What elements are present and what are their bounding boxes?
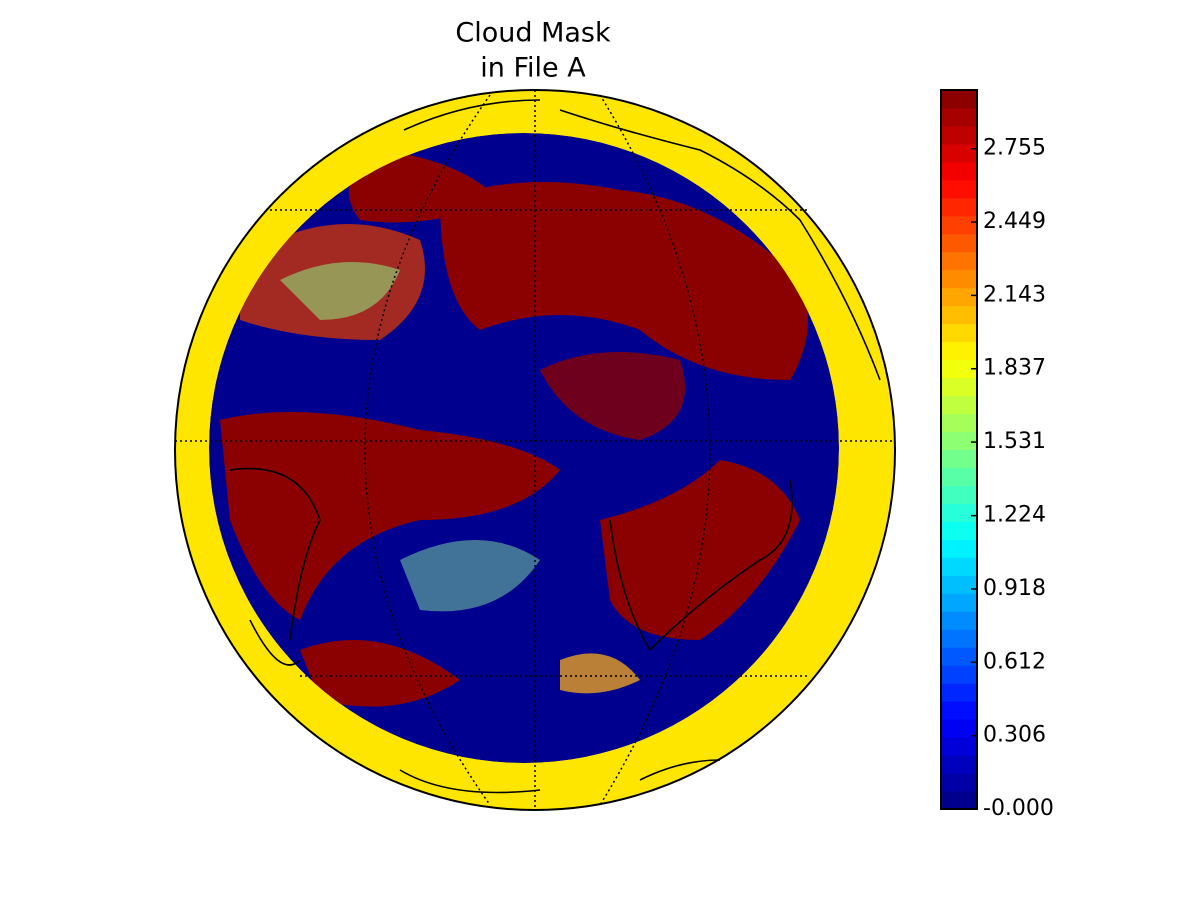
colorbar-band (941, 413, 977, 433)
colorbar-tick-label: 2.449 (983, 209, 1046, 234)
cloud-field (209, 133, 839, 763)
colorbar-band (941, 197, 977, 217)
colorbar-band (941, 449, 977, 468)
colorbar-tick-label: 2.755 (983, 136, 1046, 161)
colorbar-band (941, 323, 977, 343)
colorbar-band (941, 521, 977, 540)
colorbar-tick-label: -0.000 (983, 796, 1054, 821)
colorbar-band (941, 143, 977, 163)
colorbar-band (941, 503, 977, 522)
globe (174, 89, 896, 811)
colorbar-band (941, 179, 977, 199)
colorbar-band (941, 377, 977, 397)
colorbar-band (941, 233, 977, 253)
colorbar-band (941, 485, 977, 504)
colorbar-band (941, 287, 977, 307)
colorbar-band (941, 215, 977, 235)
title-line: Cloud Mask (455, 18, 611, 49)
colorbar-band (941, 665, 977, 684)
colorbar-band (941, 467, 977, 486)
colorbar-band (941, 791, 977, 810)
colorbar-band (941, 269, 977, 289)
colorbar-frame (940, 89, 978, 810)
title-line: in File A (480, 53, 586, 84)
colorbar-tick-label: 0.612 (983, 649, 1046, 674)
colorbar-band (941, 305, 977, 325)
colorbar-band (941, 647, 977, 666)
colorbar-band (941, 161, 977, 181)
colorbar-band (941, 539, 977, 558)
colorbar-band (941, 557, 977, 576)
colorbar-tick-label: 1.837 (983, 356, 1046, 381)
colorbar-band (941, 719, 977, 738)
colorbar-band (941, 107, 977, 127)
colorbar-band (941, 251, 977, 271)
colorbar-band (941, 575, 977, 594)
colorbar-band (941, 90, 977, 109)
colorbar-band (941, 737, 977, 756)
colorbar-band (941, 395, 977, 415)
colorbar-tick-label: 2.143 (983, 282, 1046, 307)
colorbar-band (941, 701, 977, 720)
colorbar-band (941, 611, 977, 630)
colorbar-tick-label: 1.531 (983, 429, 1046, 454)
colorbar-tick-label: 0.306 (983, 723, 1046, 748)
colorbar-band (941, 773, 977, 792)
colorbar-band (941, 341, 977, 361)
colorbar-band (941, 359, 977, 379)
colorbar-band (941, 125, 977, 145)
colorbar-band (941, 755, 977, 774)
colorbar-tick-label: 1.224 (983, 503, 1046, 528)
colorbar-tick-label: 0.918 (983, 576, 1046, 601)
colorbar-band (941, 593, 977, 612)
colorbar: -0.000 0.306 0.612 0.918 1.224 1.531 1.837 2.14… (940, 89, 1054, 821)
colorbar-band (941, 683, 977, 702)
colorbar-band (941, 431, 977, 450)
colorbar-band (941, 629, 977, 648)
